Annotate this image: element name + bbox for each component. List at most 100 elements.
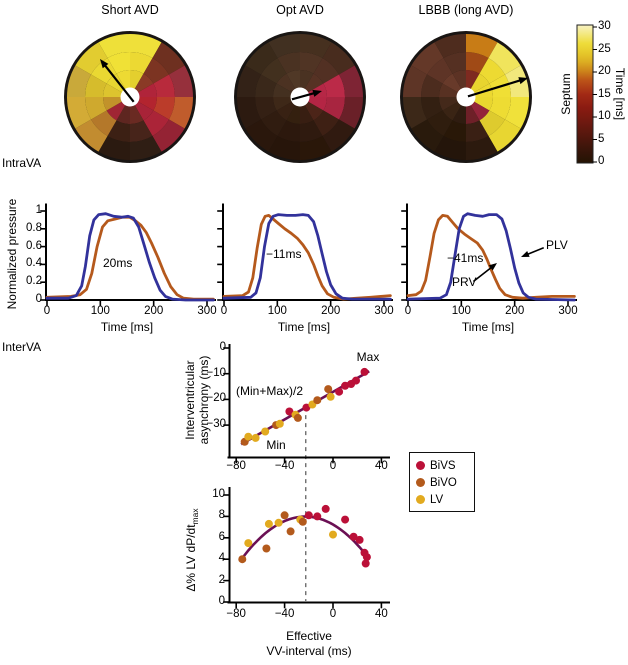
- activation-arrow: [467, 77, 528, 98]
- bullseye-sector: [276, 73, 296, 93]
- bullseye-sector: [466, 104, 480, 125]
- annotation-min-max-mid: (Min+Max)/2: [236, 384, 304, 398]
- bullseye-sector: [439, 97, 459, 111]
- legend-label: BiVO: [430, 476, 457, 489]
- bullseye-sector: [466, 69, 480, 90]
- bullseye-sector: [402, 65, 427, 97]
- curve-label-prv: PRV: [452, 275, 477, 289]
- colorbar-bar: [576, 24, 594, 164]
- bullseye-sector: [277, 120, 300, 143]
- bullseye-sector: [473, 97, 493, 111]
- pressure-x-tick-label: 100: [267, 305, 287, 317]
- bullseye-sector: [488, 42, 521, 75]
- pressure-x-tick-label: 100: [90, 305, 110, 317]
- vv-interval-x-axis-label-line1: Effective: [286, 629, 332, 643]
- annotation-min: Min: [266, 438, 286, 452]
- colorbar-septum-label: Septum: [559, 73, 573, 115]
- bullseye-sector: [107, 51, 130, 74]
- pressure-curve-plv: [222, 213, 392, 301]
- bullseye-sector: [143, 110, 169, 136]
- arrow-shaft: [102, 62, 135, 103]
- bullseye-sector: [153, 97, 176, 120]
- bullseye-sector: [304, 73, 324, 93]
- legend-item-bivs: BiVS: [416, 457, 470, 474]
- colorbar-tick-label: 0: [598, 155, 605, 167]
- section-label-interva: InterVA: [2, 340, 42, 354]
- colorbar-tick-label: 10: [598, 110, 611, 122]
- pressure-x-tick-label: 200: [321, 305, 341, 317]
- data-point-BiVS: [335, 387, 344, 396]
- bullseye-sector: [304, 101, 324, 121]
- bullseye-sector: [245, 119, 278, 152]
- data-point-LV: [251, 433, 260, 442]
- bullseye-sector: [300, 104, 314, 125]
- dpdt-x-tick-label: −40: [274, 608, 295, 620]
- bullseye-sector: [137, 97, 158, 111]
- dpdt-scatter: [223, 487, 390, 609]
- bullseye-sector: [130, 69, 144, 90]
- dpdt-y-tick-label: 6: [218, 530, 225, 543]
- bullseye-sector: [75, 42, 108, 75]
- data-point-BiVO: [286, 527, 295, 536]
- bullseye-sector: [470, 73, 490, 93]
- pressure-x-tick-label: 0: [220, 305, 228, 317]
- bullseye-sector: [116, 104, 130, 125]
- legend-dot-bivs: [416, 461, 425, 470]
- data-point-BiVS: [304, 511, 313, 520]
- bullseye-sector: [254, 74, 277, 97]
- bullseye-sector: [300, 69, 314, 90]
- bullseye-sector: [505, 97, 530, 129]
- bullseye-sector: [452, 104, 466, 125]
- pressure-panel-2: [217, 203, 393, 306]
- bullseye-sector: [452, 69, 466, 90]
- bullseye-sector: [137, 83, 158, 97]
- bullseye-sector: [152, 42, 185, 75]
- bullseye-sector: [434, 33, 466, 58]
- data-point-BiVO: [298, 517, 307, 526]
- bullseye-sector: [300, 51, 323, 74]
- bullseye-sector: [152, 119, 185, 152]
- colorbar-axis-label: Time [ms]: [613, 67, 627, 121]
- dpdt-y-tick-label: 0: [218, 595, 225, 607]
- activation-arrow: [100, 59, 135, 103]
- legend-label: LV: [430, 493, 444, 506]
- bullseye-sector: [402, 97, 427, 129]
- pressure-y-tick-label: 0: [35, 293, 42, 305]
- bullseye-sector: [466, 136, 498, 161]
- vv-interval-x-axis-label: Effective VV-interval (ms): [239, 629, 379, 659]
- asynchrony-scatter: [223, 344, 390, 464]
- bullseye-title-short-avd: Short AVD: [101, 3, 159, 17]
- asynchrony-x-tick-label: −80: [226, 460, 246, 472]
- bullseye-sector: [421, 74, 443, 97]
- bullseye-sector: [443, 120, 466, 143]
- bullseye-sector: [300, 33, 332, 58]
- pressure-x-axis-label-2: Time [ms]: [277, 320, 331, 334]
- bullseye-sector: [276, 101, 296, 121]
- legend-dot-lv: [416, 495, 425, 504]
- bullseye-sector: [130, 33, 162, 58]
- data-point-BiVS: [361, 559, 370, 568]
- data-point-BiVS: [341, 515, 350, 524]
- arrow-head: [521, 251, 530, 257]
- pressure-y-tick-label: 0.2: [26, 275, 42, 288]
- pressure-x-tick-label: 100: [451, 305, 471, 317]
- pressure-curve-plv: [406, 212, 576, 302]
- bullseye-sector: [466, 33, 498, 58]
- bullseye-sector: [261, 58, 287, 84]
- pressure-x-tick-label: 300: [374, 305, 394, 317]
- data-point-LV: [275, 419, 284, 428]
- fit-parabola: [239, 515, 369, 562]
- bullseye-sector: [313, 58, 339, 84]
- pressure-x-axis-label-1: Time [ms]: [100, 320, 154, 334]
- data-point-BiVS: [321, 504, 330, 513]
- bullseye-sector: [300, 136, 332, 161]
- bullseye-sector: [245, 42, 278, 75]
- bullseye-sector: [98, 33, 130, 58]
- bullseye-sector: [236, 65, 261, 97]
- bullseye-sector: [66, 65, 91, 97]
- data-point-BiVO: [324, 385, 333, 394]
- bullseye-map-2: [234, 31, 366, 163]
- pressure-y-tick-label: 0.6: [26, 239, 42, 252]
- data-point-LV: [274, 518, 283, 527]
